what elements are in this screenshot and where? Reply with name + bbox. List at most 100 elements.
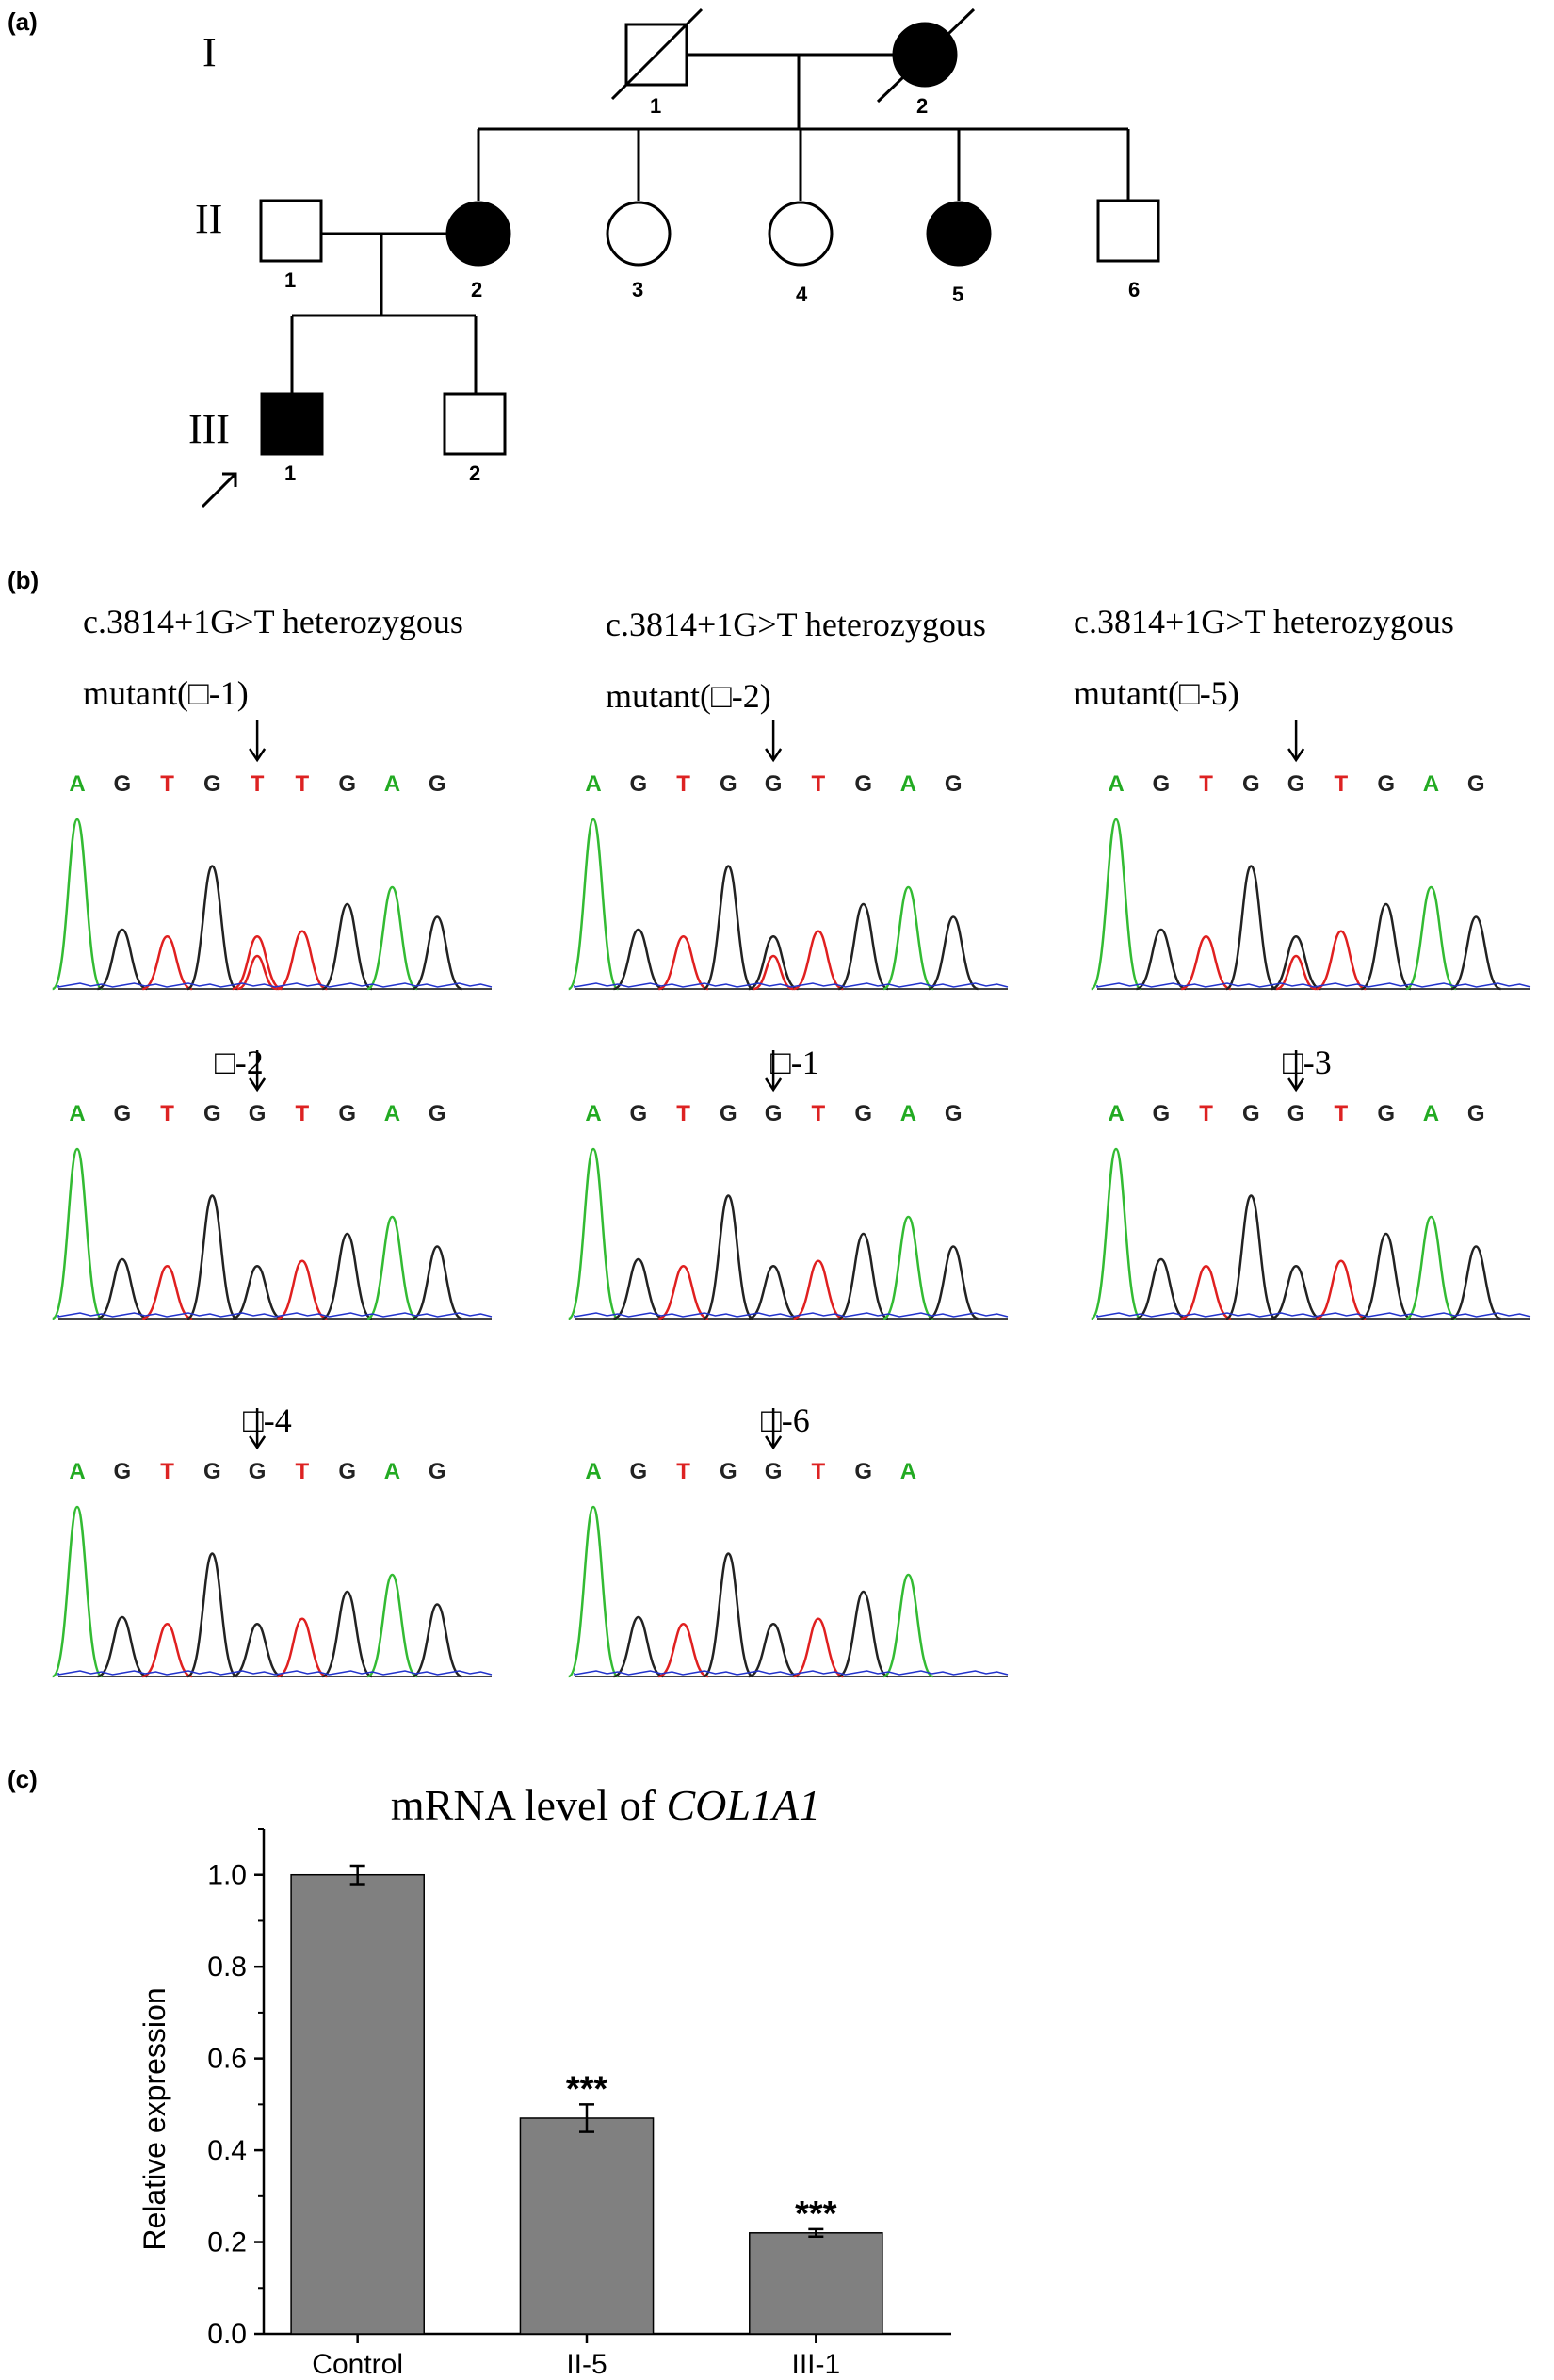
chromatogram-peak xyxy=(232,1264,283,1320)
chromatogram-noise-trace xyxy=(574,1670,1009,1676)
bar-ii-5 xyxy=(519,2117,655,2335)
base-call-letter: T xyxy=(1199,1101,1213,1126)
chromatogram-panel: c.3814+1G>T heterozygous mutant(□-5) A G T G G… xyxy=(1074,603,1531,991)
chromatogram-noise-trace xyxy=(57,1312,493,1318)
sequencing-sample-label: □-6 xyxy=(761,1401,810,1439)
chromatogram-peak xyxy=(1225,1194,1277,1320)
chromatogram-peak xyxy=(1360,902,1412,991)
base-call-letter: G xyxy=(1152,1101,1170,1126)
chromatogram-noise-trace xyxy=(1096,1312,1531,1318)
x-tick-label: Control xyxy=(312,2349,403,2380)
chromatogram-peak xyxy=(232,1622,283,1678)
chromatogram-peak xyxy=(1136,1257,1187,1320)
base-call-letter: T xyxy=(676,771,690,797)
individual-number-II-6: 6 xyxy=(1128,278,1140,301)
chromatogram-peak xyxy=(1090,1147,1142,1320)
chromatogram-peak xyxy=(366,885,418,991)
chromatogram-peak xyxy=(748,934,799,991)
base-call-letter: T xyxy=(296,1101,310,1126)
chromatogram-peak xyxy=(837,902,889,991)
base-call-letter: G xyxy=(1467,1101,1485,1126)
base-call-letter: T xyxy=(812,1459,826,1484)
chromatogram-peak xyxy=(141,1264,193,1320)
chromatogram-peak xyxy=(882,1215,934,1320)
chromatogram-panel: □-3 A G T G G T G A G xyxy=(1090,1044,1531,1320)
mutation-arrow-head xyxy=(249,1077,267,1093)
chromatogram-peak xyxy=(1316,1259,1367,1320)
chromatogram-peak xyxy=(837,1590,889,1678)
base-call-letter: G xyxy=(203,1101,221,1126)
panel-label-a: (a) xyxy=(8,8,38,36)
chromatogram-peak xyxy=(1225,865,1277,991)
pedigree-individual-II-6 xyxy=(1096,199,1160,263)
chromatogram-panel: □-2 A G T G G T G A G xyxy=(51,1044,493,1320)
chromatogram-peak xyxy=(1405,1215,1457,1320)
base-call-letter: G xyxy=(765,1101,783,1126)
chromatogram-panel: c.3814+1G>T heterozygous mutant(□-2) A G T G G… xyxy=(567,606,1009,991)
chromatogram-peak xyxy=(793,930,844,991)
x-tick-label: III-1 xyxy=(791,2349,840,2380)
mutation-arrow-head xyxy=(765,748,783,763)
mutation-arrow-head xyxy=(765,1435,783,1450)
mutation-arrow-head xyxy=(1287,1077,1305,1093)
mutation-arrow-head xyxy=(249,1435,267,1450)
chromatogram-peak xyxy=(1360,1232,1412,1320)
chromatogram-noise-trace xyxy=(574,982,1009,988)
mutation-arrow-head xyxy=(765,1077,783,1093)
chromatogram-peak xyxy=(97,1615,148,1678)
base-call-letter: A xyxy=(69,771,85,797)
individual-number-II-4: 4 xyxy=(796,283,808,306)
chromatogram-peak xyxy=(793,1259,844,1320)
sequencing-title-line2: mutant(□-2) xyxy=(606,677,771,715)
chromatogram-noise-trace xyxy=(1096,982,1531,988)
base-call-letter: G xyxy=(429,1101,446,1126)
base-call-letter: A xyxy=(1108,1101,1124,1126)
bar-iii-1 xyxy=(749,2232,883,2335)
base-call-letter: A xyxy=(69,1459,85,1484)
chromatogram-panel: c.3814+1G>T heterozygous mutant(□-1) A G T G T… xyxy=(51,603,493,991)
chromatogram-peak xyxy=(1090,818,1142,991)
individual-number-II-5: 5 xyxy=(952,283,963,306)
individual-number-II-3: 3 xyxy=(632,278,643,301)
base-call-letter: G xyxy=(1287,1101,1305,1126)
chromatogram-peak xyxy=(277,1617,328,1678)
chromatogram-noise-trace xyxy=(57,982,493,988)
y-tick-label: 0.0 xyxy=(207,2319,247,2350)
pedigree-individual-II-4 xyxy=(768,201,834,267)
base-call-letter: T xyxy=(251,771,265,797)
chromatogram-peak xyxy=(141,934,193,991)
chromatogram-peak xyxy=(882,885,934,991)
chromatogram-peak xyxy=(366,1215,418,1320)
sequencing-sample-label: □-2 xyxy=(215,1044,264,1081)
chromatogram-secondary-peak xyxy=(1275,954,1317,991)
individual-number-I-1: 1 xyxy=(650,94,661,118)
chromatogram-peak xyxy=(277,1259,328,1320)
generation-label-I: I xyxy=(202,29,217,75)
base-call-letter: G xyxy=(1242,1101,1260,1126)
chromatogram-peak xyxy=(748,1622,799,1678)
chromatogram-peak xyxy=(613,1615,664,1678)
sequencing-title-line1: c.3814+1G>T heterozygous xyxy=(83,603,463,640)
chromatogram-secondary-peak xyxy=(753,954,794,991)
chromatogram-peak xyxy=(412,915,462,991)
y-tick-label: 0.8 xyxy=(207,1951,247,1983)
mutation-arrow-head xyxy=(249,748,267,763)
chromatogram-peak xyxy=(186,865,238,991)
chromatogram-peak xyxy=(186,1552,238,1678)
panel-label-c: (c) xyxy=(8,1765,38,1793)
chromatogram-peak xyxy=(412,1603,462,1678)
base-call-letter: G xyxy=(113,771,131,797)
base-call-letter: T xyxy=(812,771,826,797)
base-call-letter: T xyxy=(812,1101,826,1126)
base-call-letter: G xyxy=(765,1459,783,1484)
base-call-letter: T xyxy=(296,1459,310,1484)
chromatogram-peak xyxy=(703,1552,754,1678)
pedigree-gen-I: 1 2 xyxy=(478,8,1128,131)
sequencing-title-line2: mutant(□-5) xyxy=(1074,674,1239,712)
base-call-letter: A xyxy=(585,1101,601,1126)
base-call-letter: G xyxy=(249,1459,267,1484)
base-call-letter: A xyxy=(1423,771,1439,797)
deceased-mark-I-1 xyxy=(610,8,704,101)
sequencing-sample-label: □-3 xyxy=(1283,1044,1332,1081)
base-call-letter: T xyxy=(676,1459,690,1484)
